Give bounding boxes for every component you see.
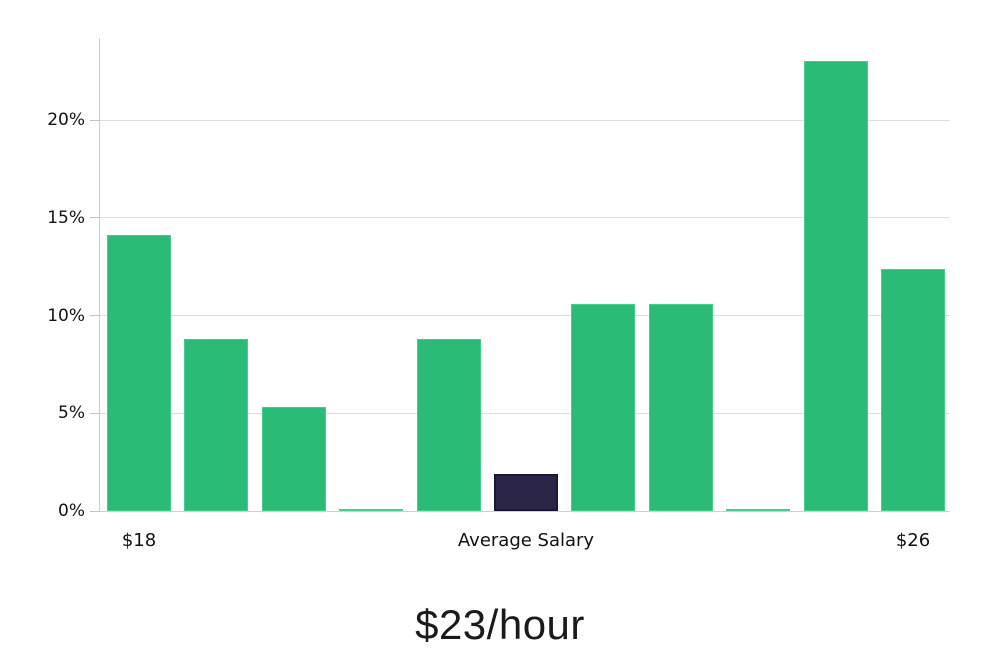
x-tick-label: $18 xyxy=(121,530,157,551)
y-tick-mark xyxy=(90,217,99,219)
gridline xyxy=(99,315,950,317)
gridline xyxy=(99,412,950,414)
bar xyxy=(571,304,635,511)
bar xyxy=(804,61,868,511)
bar xyxy=(726,509,790,511)
gridline xyxy=(99,119,950,121)
y-tick-mark xyxy=(90,119,99,121)
y-tick-label: 15% xyxy=(47,207,85,228)
highlight-bar xyxy=(494,474,558,511)
plot-area: 0% 5% 10% 15% 20% $18 Average Salary $26 xyxy=(47,38,950,551)
y-axis-line xyxy=(99,38,100,511)
bar xyxy=(649,304,713,511)
y-tick-label: 5% xyxy=(58,403,85,424)
bar xyxy=(417,339,481,511)
bar xyxy=(262,407,326,511)
bar xyxy=(184,339,248,511)
y-tick-label: 0% xyxy=(58,501,85,521)
y-tick-mark xyxy=(90,412,99,414)
x-tick-label: $26 xyxy=(895,530,931,551)
chart-title: $23/hour xyxy=(415,601,585,648)
gridline xyxy=(99,510,950,512)
y-tick-label: 10% xyxy=(47,305,85,326)
x-tick-label: Average Salary xyxy=(457,530,595,551)
bar xyxy=(107,235,171,511)
gridline xyxy=(99,217,950,219)
bar xyxy=(339,509,403,511)
bar xyxy=(881,269,945,511)
y-tick-mark xyxy=(90,315,99,317)
y-tick-mark xyxy=(90,510,99,512)
y-tick-label: 20% xyxy=(47,110,85,131)
